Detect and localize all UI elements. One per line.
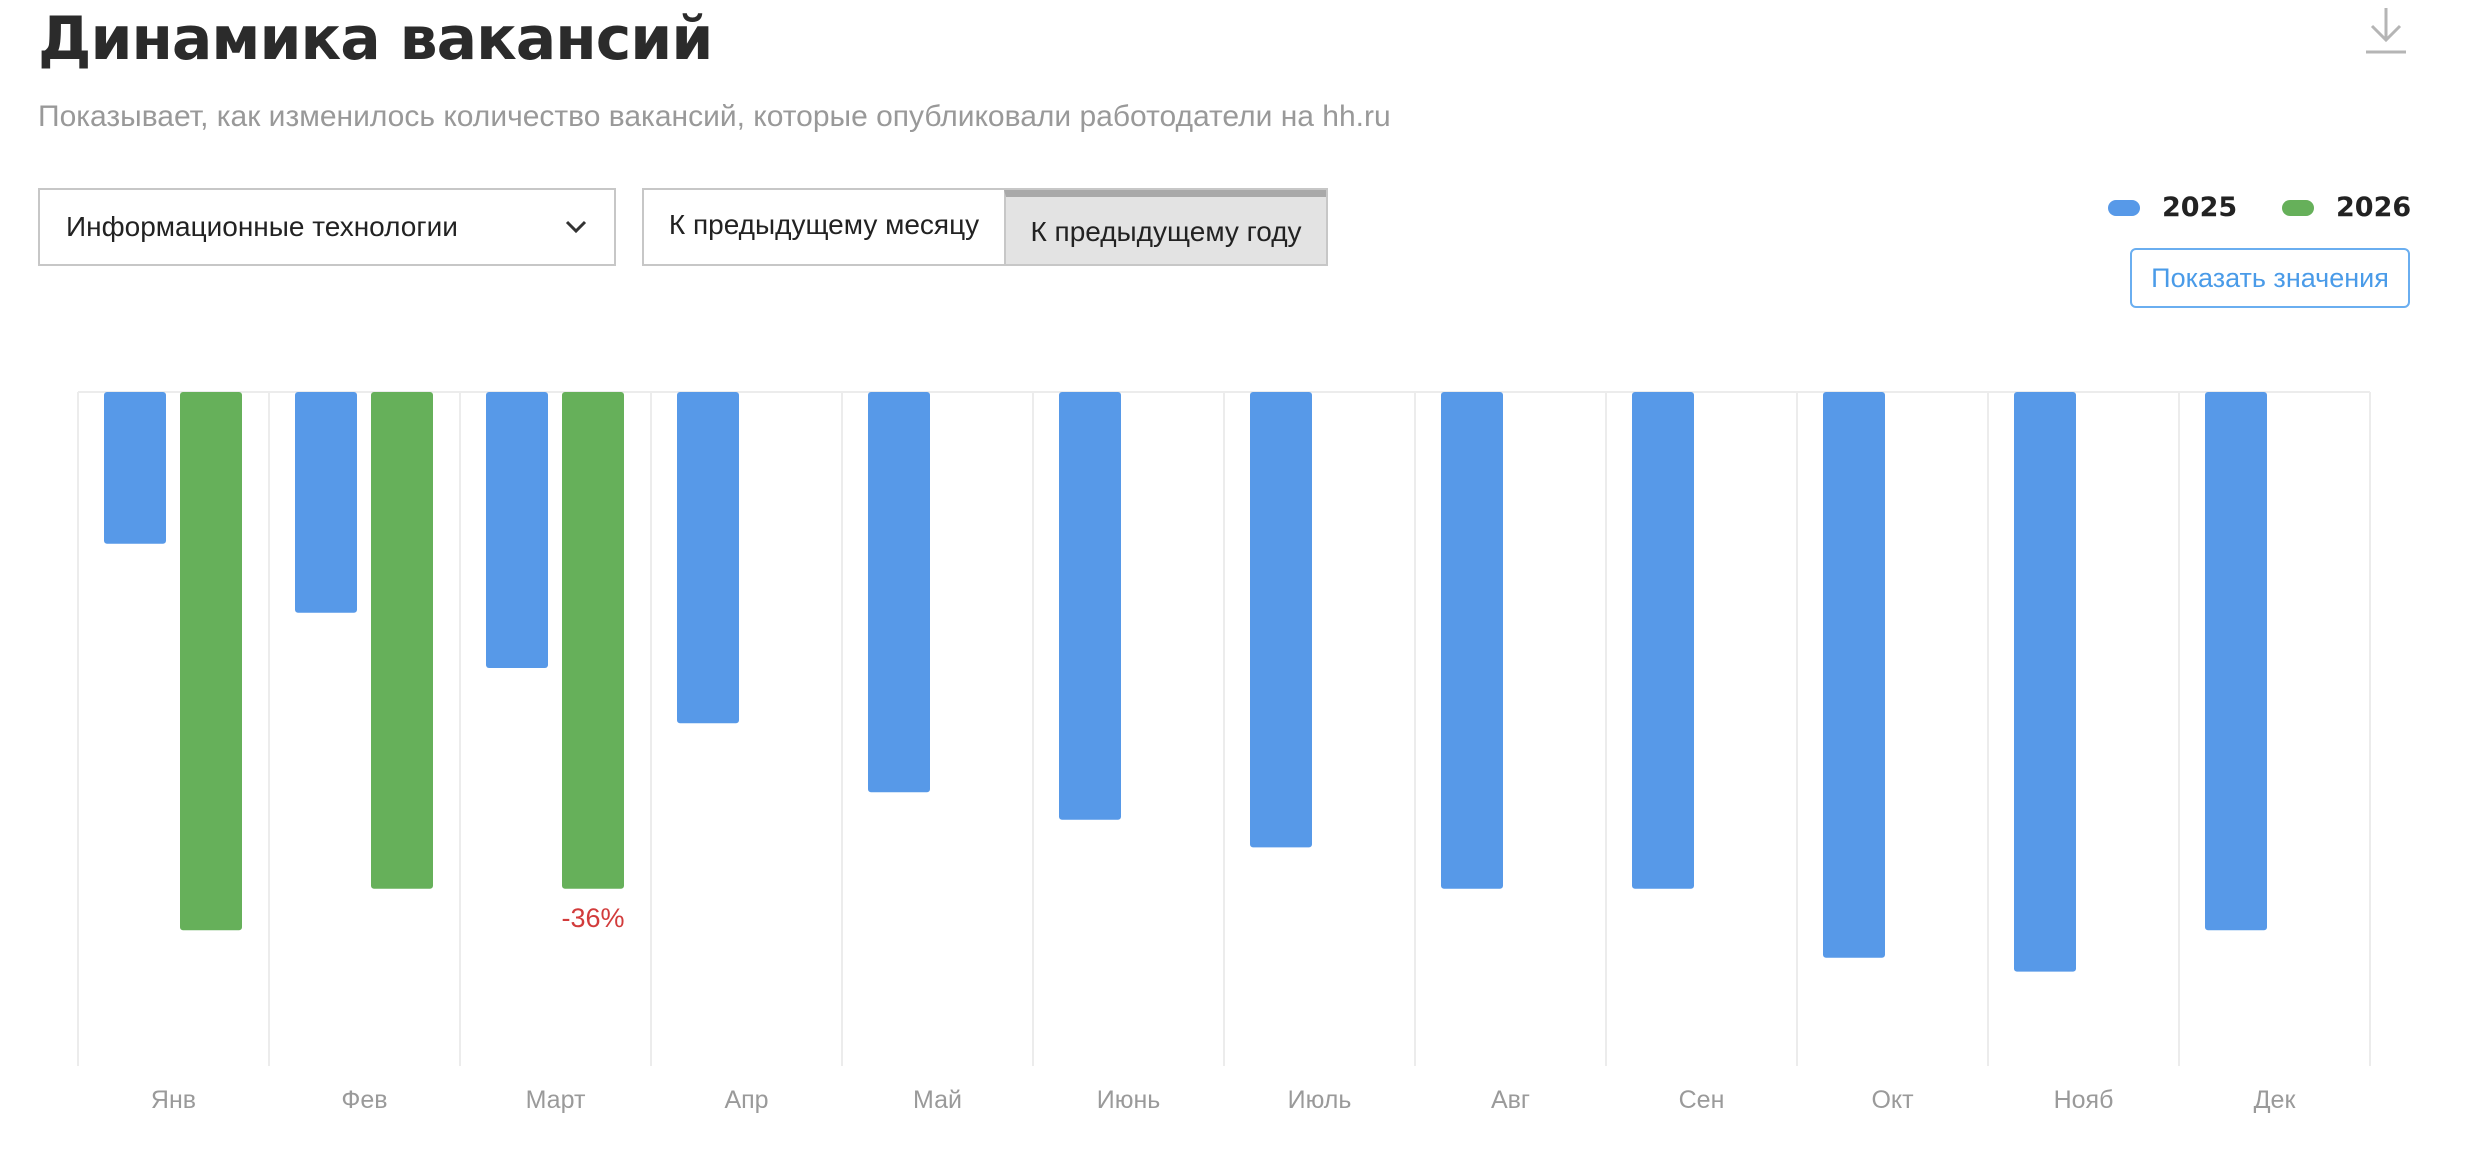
bar-2025-1[interactable] [295,392,357,613]
bar-2025-6[interactable] [1250,392,1312,848]
bar-2025-3[interactable] [677,392,739,724]
x-tick-label: Март [526,1086,586,1114]
legend-item-2026[interactable]: 2026 [2282,192,2411,223]
x-tick-label: Нояб [2054,1086,2114,1114]
legend-swatch-2025 [2108,199,2140,216]
annotation-label: -36% [561,903,624,933]
x-tick-label: Окт [1871,1086,1914,1114]
x-tick-label: Апр [724,1086,768,1114]
industry-select-value: Информационные технологии [66,211,458,242]
bar-2025-2[interactable] [486,392,548,668]
legend-item-2025[interactable]: 2025 [2108,192,2237,223]
bar-2026-2[interactable] [562,392,624,889]
chevron-down-icon [565,220,587,234]
bar-2025-5[interactable] [1059,392,1121,820]
page-title: Динамика вакансий [38,4,713,74]
bar-2025-10[interactable] [2014,392,2076,972]
bar-2025-4[interactable] [868,392,930,793]
x-tick-label: Май [913,1086,962,1114]
industry-select[interactable]: Информационные технологии [38,188,616,266]
compare-toggle: К предыдущему месяцу К предыдущему году [642,188,1328,266]
bar-2026-1[interactable] [371,392,433,889]
page-subtitle: Показывает, как изменилось количество ва… [38,100,1391,133]
download-icon[interactable] [2362,4,2410,56]
bar-2025-9[interactable] [1823,392,1885,958]
x-tick-label: Июль [1288,1086,1352,1114]
legend-swatch-2026 [2282,199,2314,216]
compare-prev-year-button[interactable]: К предыдущему году [1004,190,1326,264]
bar-2025-8[interactable] [1632,392,1694,889]
legend-label-2025: 2025 [2162,192,2238,223]
x-tick-label: Янв [151,1086,196,1114]
show-values-button[interactable]: Показать значения [2130,248,2410,308]
x-tick-label: Фев [341,1086,387,1114]
vacancies-bar-chart: Янв Фев Март Апр Май Июнь Июль Авг Сен Окт Нояб Дек… [77,391,2371,1114]
x-tick-label: Дек [2254,1086,2297,1114]
legend-label-2026: 2026 [2336,192,2412,223]
x-tick-label: Авг [1491,1086,1530,1114]
bar-2026-0[interactable] [180,392,242,931]
x-tick-label: Сен [1679,1086,1725,1114]
bar-2025-7[interactable] [1441,392,1503,889]
bar-2025-11[interactable] [2205,392,2267,931]
bar-2025-0[interactable] [104,392,166,544]
compare-prev-month-button[interactable]: К предыдущему месяцу [644,190,1004,264]
x-tick-label: Июнь [1097,1086,1161,1114]
